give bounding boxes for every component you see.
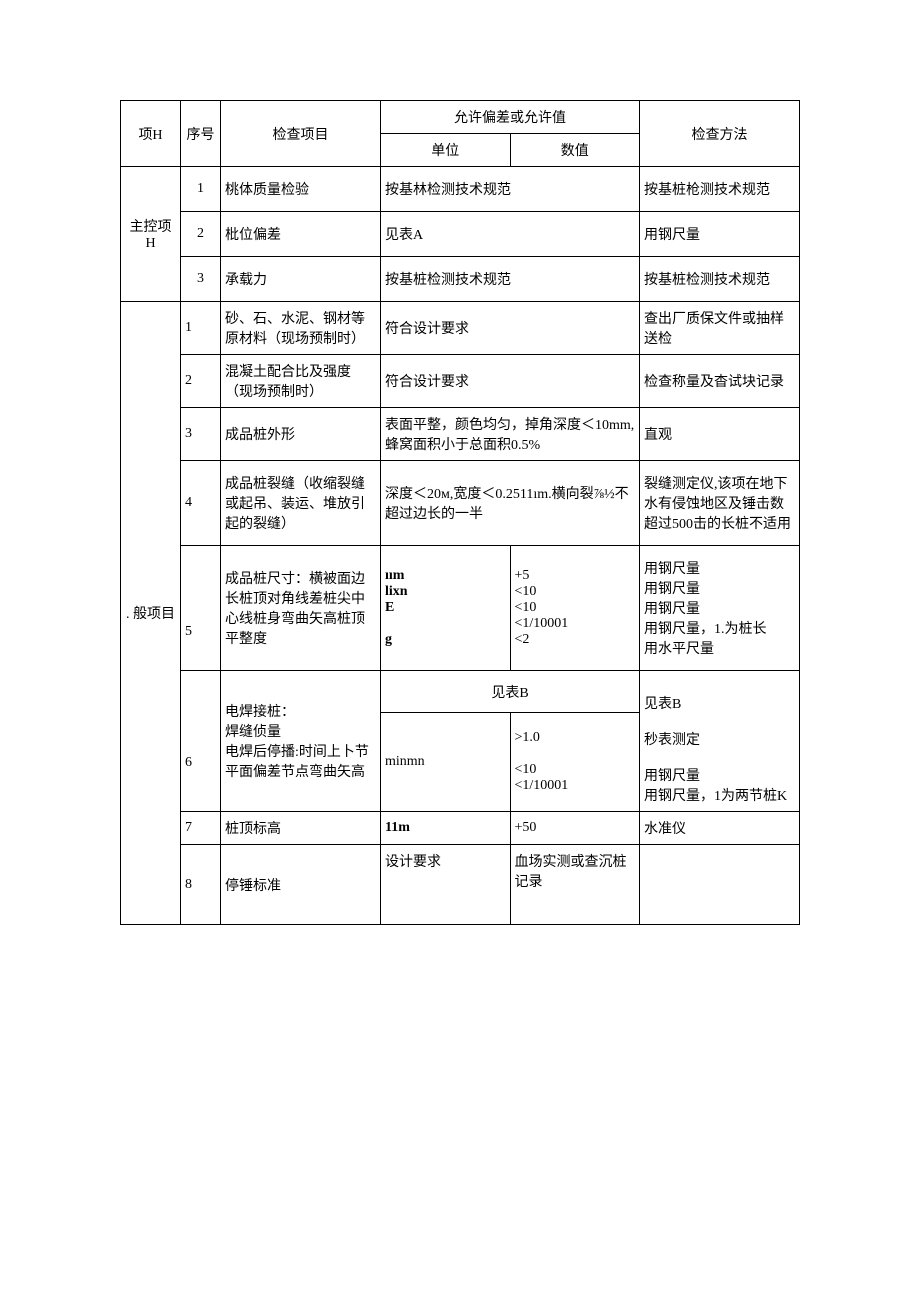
cell-seq: 4: [181, 461, 221, 546]
header-row-1: 项H 序号 检查项目 允许偏差或允许值 检查方法: [121, 101, 800, 134]
table-row: 3 承载力 按基桩检测技术规范 按基桩检测技术规范: [121, 257, 800, 302]
cell-tolerance: 表面平整，颜色均匀，掉角深度＜10mm,蜂窝面积小于总面积0.5%: [381, 408, 640, 461]
category-general: . 般项目: [121, 302, 181, 925]
table-row: 主控项H 1 桃体质量检验 按基林检测技术规范 按基桩枪测技术规范: [121, 167, 800, 212]
cell-method: 水准仪: [640, 812, 800, 845]
cell-tolerance: 见表A: [381, 212, 640, 257]
cell-method: 检查称量及杳试块记录: [640, 355, 800, 408]
cell-subtop: 见表B: [381, 671, 640, 713]
cell-tolerance: 深度＜20м,宽度＜0.2511ım.横向裂⅞½不超过边长的一半: [381, 461, 640, 546]
table-row: 8 停锤标准 设计要求 血场实测或查沉桩记录: [121, 845, 800, 925]
cell-tolerance: 符合设计要求: [381, 302, 640, 355]
header-method: 检查方法: [640, 101, 800, 167]
cell-seq: 3: [181, 408, 221, 461]
cell-seq: 7: [181, 812, 221, 845]
header-unit: 单位: [381, 134, 511, 167]
cell-method: 按基桩检测技术规范: [640, 257, 800, 302]
cell-method: 按基桩枪测技术规范: [640, 167, 800, 212]
table-row: 6 电焊接桩： 焊缝侦量 电焊后停播:时间上卜节平面偏差节点弯曲矢高 见表B 见…: [121, 671, 800, 713]
cell-seq: 5: [181, 546, 221, 671]
cell-method: 用钢尺量 用钢尺量 用钢尺量 用钢尺量，1.为桩长 用水平尺量: [640, 546, 800, 671]
cell-method: [640, 845, 800, 925]
cell-unit: minmn: [381, 713, 511, 812]
cell-unit: 设计要求: [381, 845, 511, 925]
cell-method: 裂缝测定仪,该项在地下水有侵蚀地区及锤击数超过500击的长桩不适用: [640, 461, 800, 546]
cell-seq: 2: [181, 355, 221, 408]
cell-item: 承载力: [221, 257, 381, 302]
cell-method: 查出厂质保文件或抽样送检: [640, 302, 800, 355]
category-main: 主控项H: [121, 167, 181, 302]
cell-seq: 1: [181, 302, 221, 355]
header-category: 项H: [121, 101, 181, 167]
cell-value: 血场实测或查沉桩记录: [510, 845, 640, 925]
cell-item: 成品桩裂缝（收缩裂缝或起吊、装运、堆放引起的裂缝）: [221, 461, 381, 546]
table-row: . 般项目 1 砂、石、水泥、钢材等原材料（现场预制时） 符合设计要求 查出厂质…: [121, 302, 800, 355]
table-row: 2 枇位偏差 见表A 用钢尺量: [121, 212, 800, 257]
table-row: 7 桩顶标高 11m +50 水准仪: [121, 812, 800, 845]
cell-value: >1.0 <10 <1/10001: [510, 713, 640, 812]
cell-unit: 11m: [381, 812, 511, 845]
cell-tolerance: 按基林检测技术规范: [381, 167, 640, 212]
cell-tolerance: 符合设计要求: [381, 355, 640, 408]
header-value: 数值: [510, 134, 640, 167]
header-seq: 序号: [181, 101, 221, 167]
table-row: 2 混凝土配合比及强度（现场预制时） 符合设计要求 检查称量及杳试块记录: [121, 355, 800, 408]
header-tolerance-group: 允许偏差或允许值: [381, 101, 640, 134]
cell-item: 枇位偏差: [221, 212, 381, 257]
cell-unit: ıım lixn E g: [381, 546, 511, 671]
cell-method: 用钢尺量: [640, 212, 800, 257]
cell-seq: 8: [181, 845, 221, 925]
cell-item: 成品桩外形: [221, 408, 381, 461]
cell-item: 混凝土配合比及强度（现场预制时）: [221, 355, 381, 408]
cell-item: 桩顶标高: [221, 812, 381, 845]
cell-item: 砂、石、水泥、钢材等原材料（现场预制时）: [221, 302, 381, 355]
cell-seq: 1: [181, 167, 221, 212]
cell-item: 成品桩尺寸：横被面边长桩顶对角线差桩尖中心线桩身弯曲矢高桩顶平整度: [221, 546, 381, 671]
cell-seq: 6: [181, 671, 221, 812]
cell-value: +50: [510, 812, 640, 845]
inspection-table: 项H 序号 检查项目 允许偏差或允许值 检查方法 单位 数值 主控项H 1 桃体…: [120, 100, 800, 925]
cell-item: 电焊接桩： 焊缝侦量 电焊后停播:时间上卜节平面偏差节点弯曲矢高: [221, 671, 381, 812]
table-row: 5 成品桩尺寸：横被面边长桩顶对角线差桩尖中心线桩身弯曲矢高桩顶平整度 ıım …: [121, 546, 800, 671]
cell-method: 直观: [640, 408, 800, 461]
cell-seq: 2: [181, 212, 221, 257]
cell-method: 秒表测定 用钢尺量 用钢尺量，1为两节桩K: [644, 733, 787, 804]
table-row: 4 成品桩裂缝（收缩裂缝或起吊、装运、堆放引起的裂缝） 深度＜20м,宽度＜0.…: [121, 461, 800, 546]
cell-method-top: 见表B: [644, 697, 681, 712]
cell-item: 桃体质量检验: [221, 167, 381, 212]
table-row: 3 成品桩外形 表面平整，颜色均匀，掉角深度＜10mm,蜂窝面积小于总面积0.5…: [121, 408, 800, 461]
cell-seq: 3: [181, 257, 221, 302]
cell-item: 停锤标准: [221, 845, 381, 925]
cell-value: +5 <10 <10 <1/10001 <2: [510, 546, 640, 671]
header-item: 检查项目: [221, 101, 381, 167]
cell-tolerance: 按基桩检测技术规范: [381, 257, 640, 302]
